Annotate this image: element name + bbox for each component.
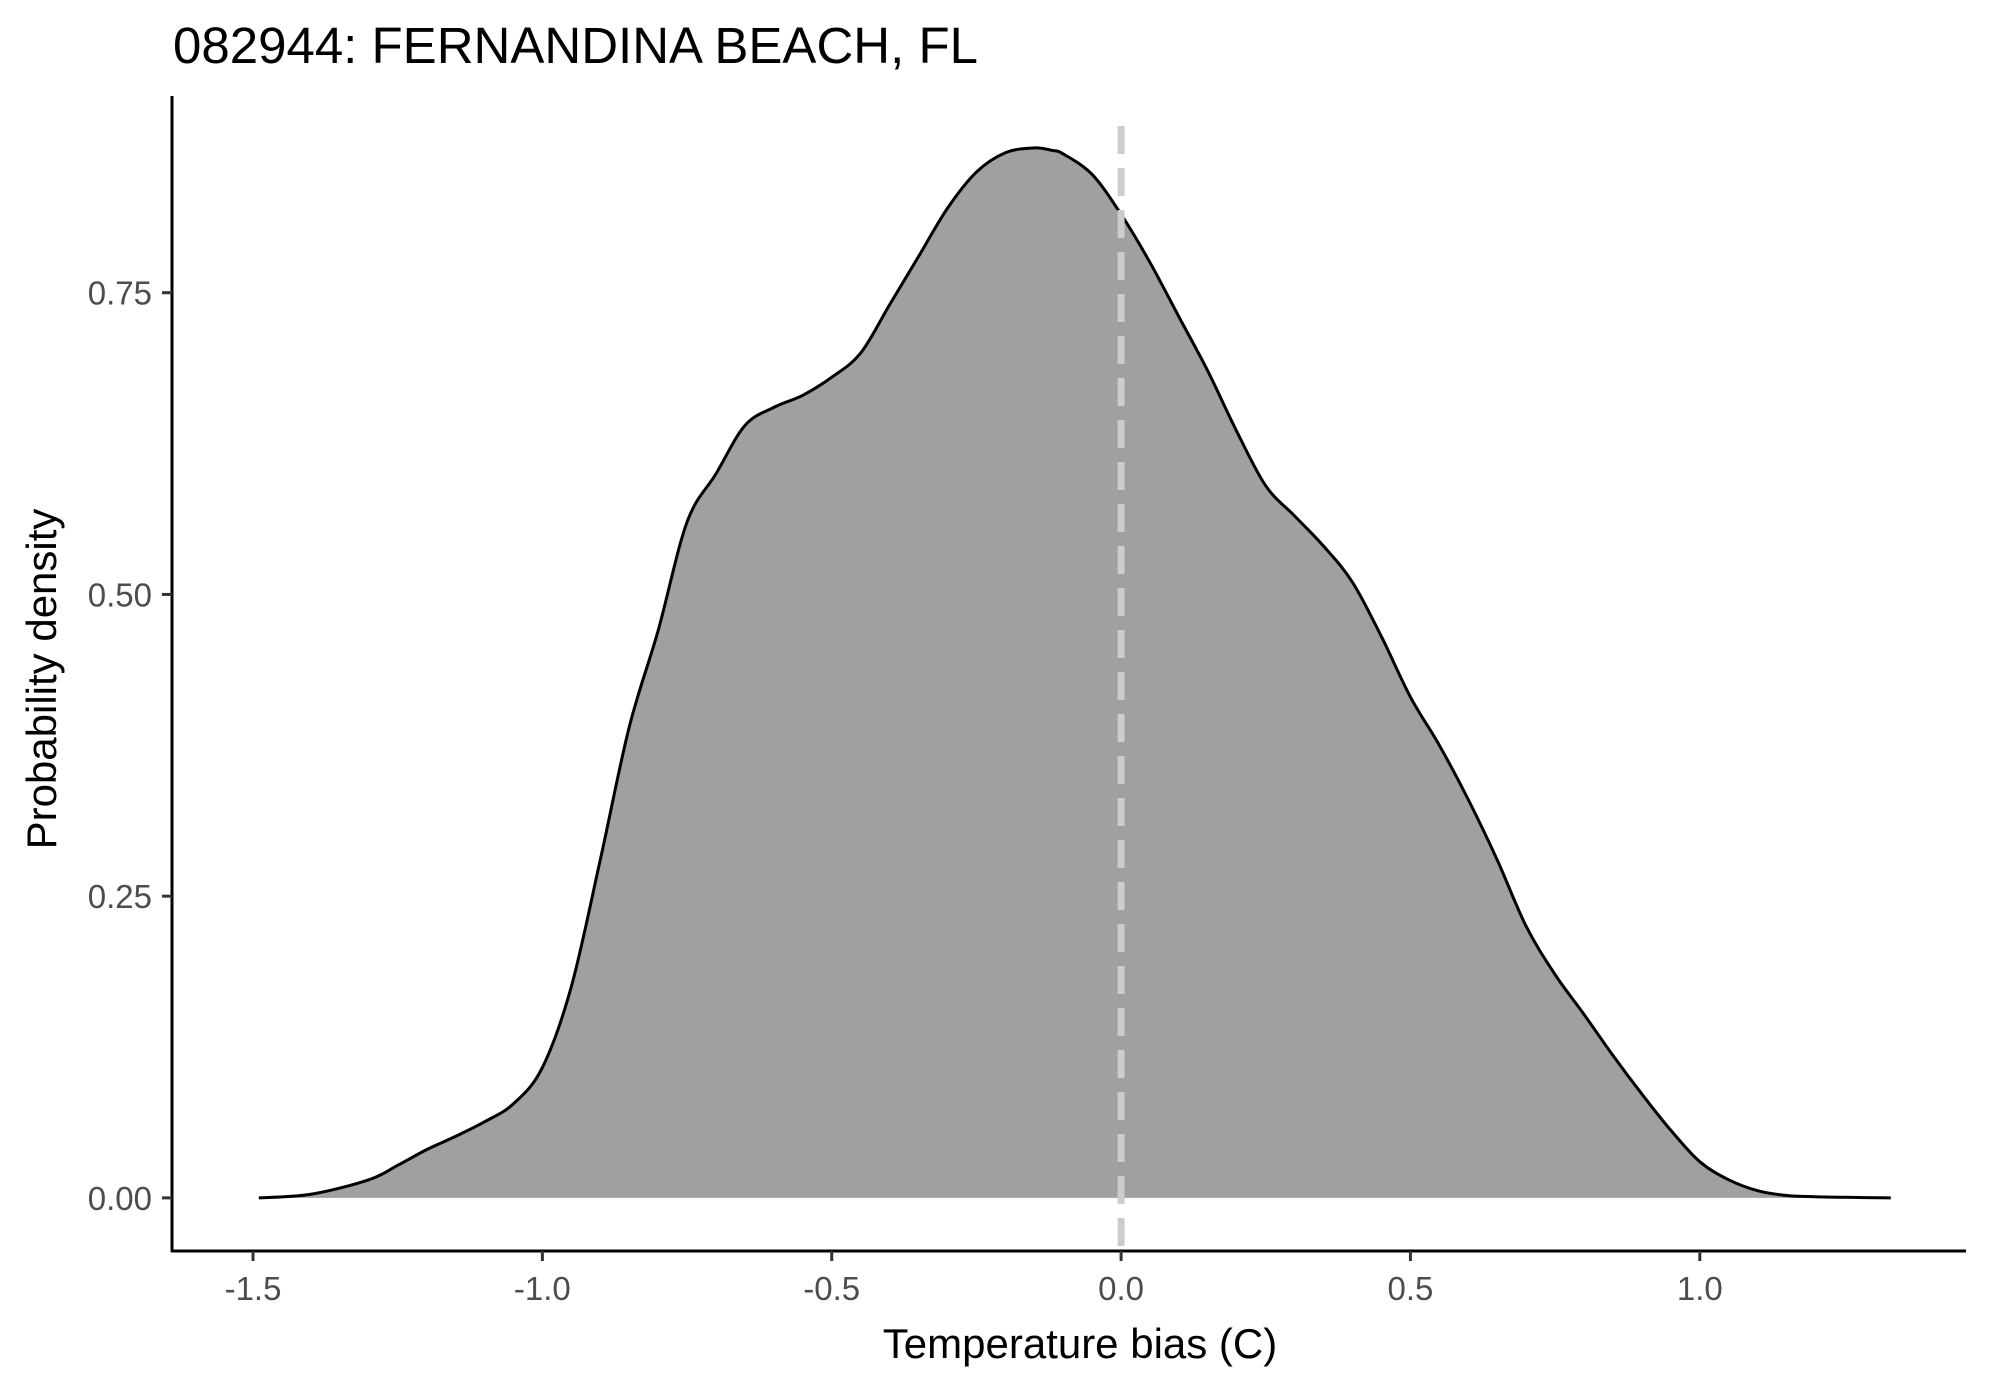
y-tick-label: 0.00 (88, 1180, 152, 1217)
x-tick-label: -1.5 (225, 1270, 282, 1307)
x-axis-title: Temperature bias (C) (883, 1320, 1277, 1367)
y-axis-ticks: 0.00 0.25 0.50 0.75 (88, 275, 172, 1217)
x-axis-ticks: -1.5 -1.0 -0.5 0.0 0.5 1.0 (225, 1251, 1723, 1307)
y-axis-title: Probability density (18, 509, 65, 850)
x-tick-label: 0.0 (1098, 1270, 1144, 1307)
x-tick-label: -0.5 (803, 1270, 860, 1307)
y-tick-label: 0.50 (88, 576, 152, 613)
x-tick-label: 0.5 (1388, 1270, 1434, 1307)
y-tick-label: 0.75 (88, 275, 152, 312)
chart-title: 082944: FERNANDINA BEACH, FL (173, 17, 978, 74)
density-fill-area (258, 147, 1891, 1198)
density-curve-line (258, 146, 1891, 1200)
x-tick-label: -1.0 (514, 1270, 571, 1307)
y-tick-label: 0.25 (88, 878, 152, 915)
x-tick-label: 1.0 (1677, 1270, 1723, 1307)
plot-area (258, 126, 1891, 1251)
